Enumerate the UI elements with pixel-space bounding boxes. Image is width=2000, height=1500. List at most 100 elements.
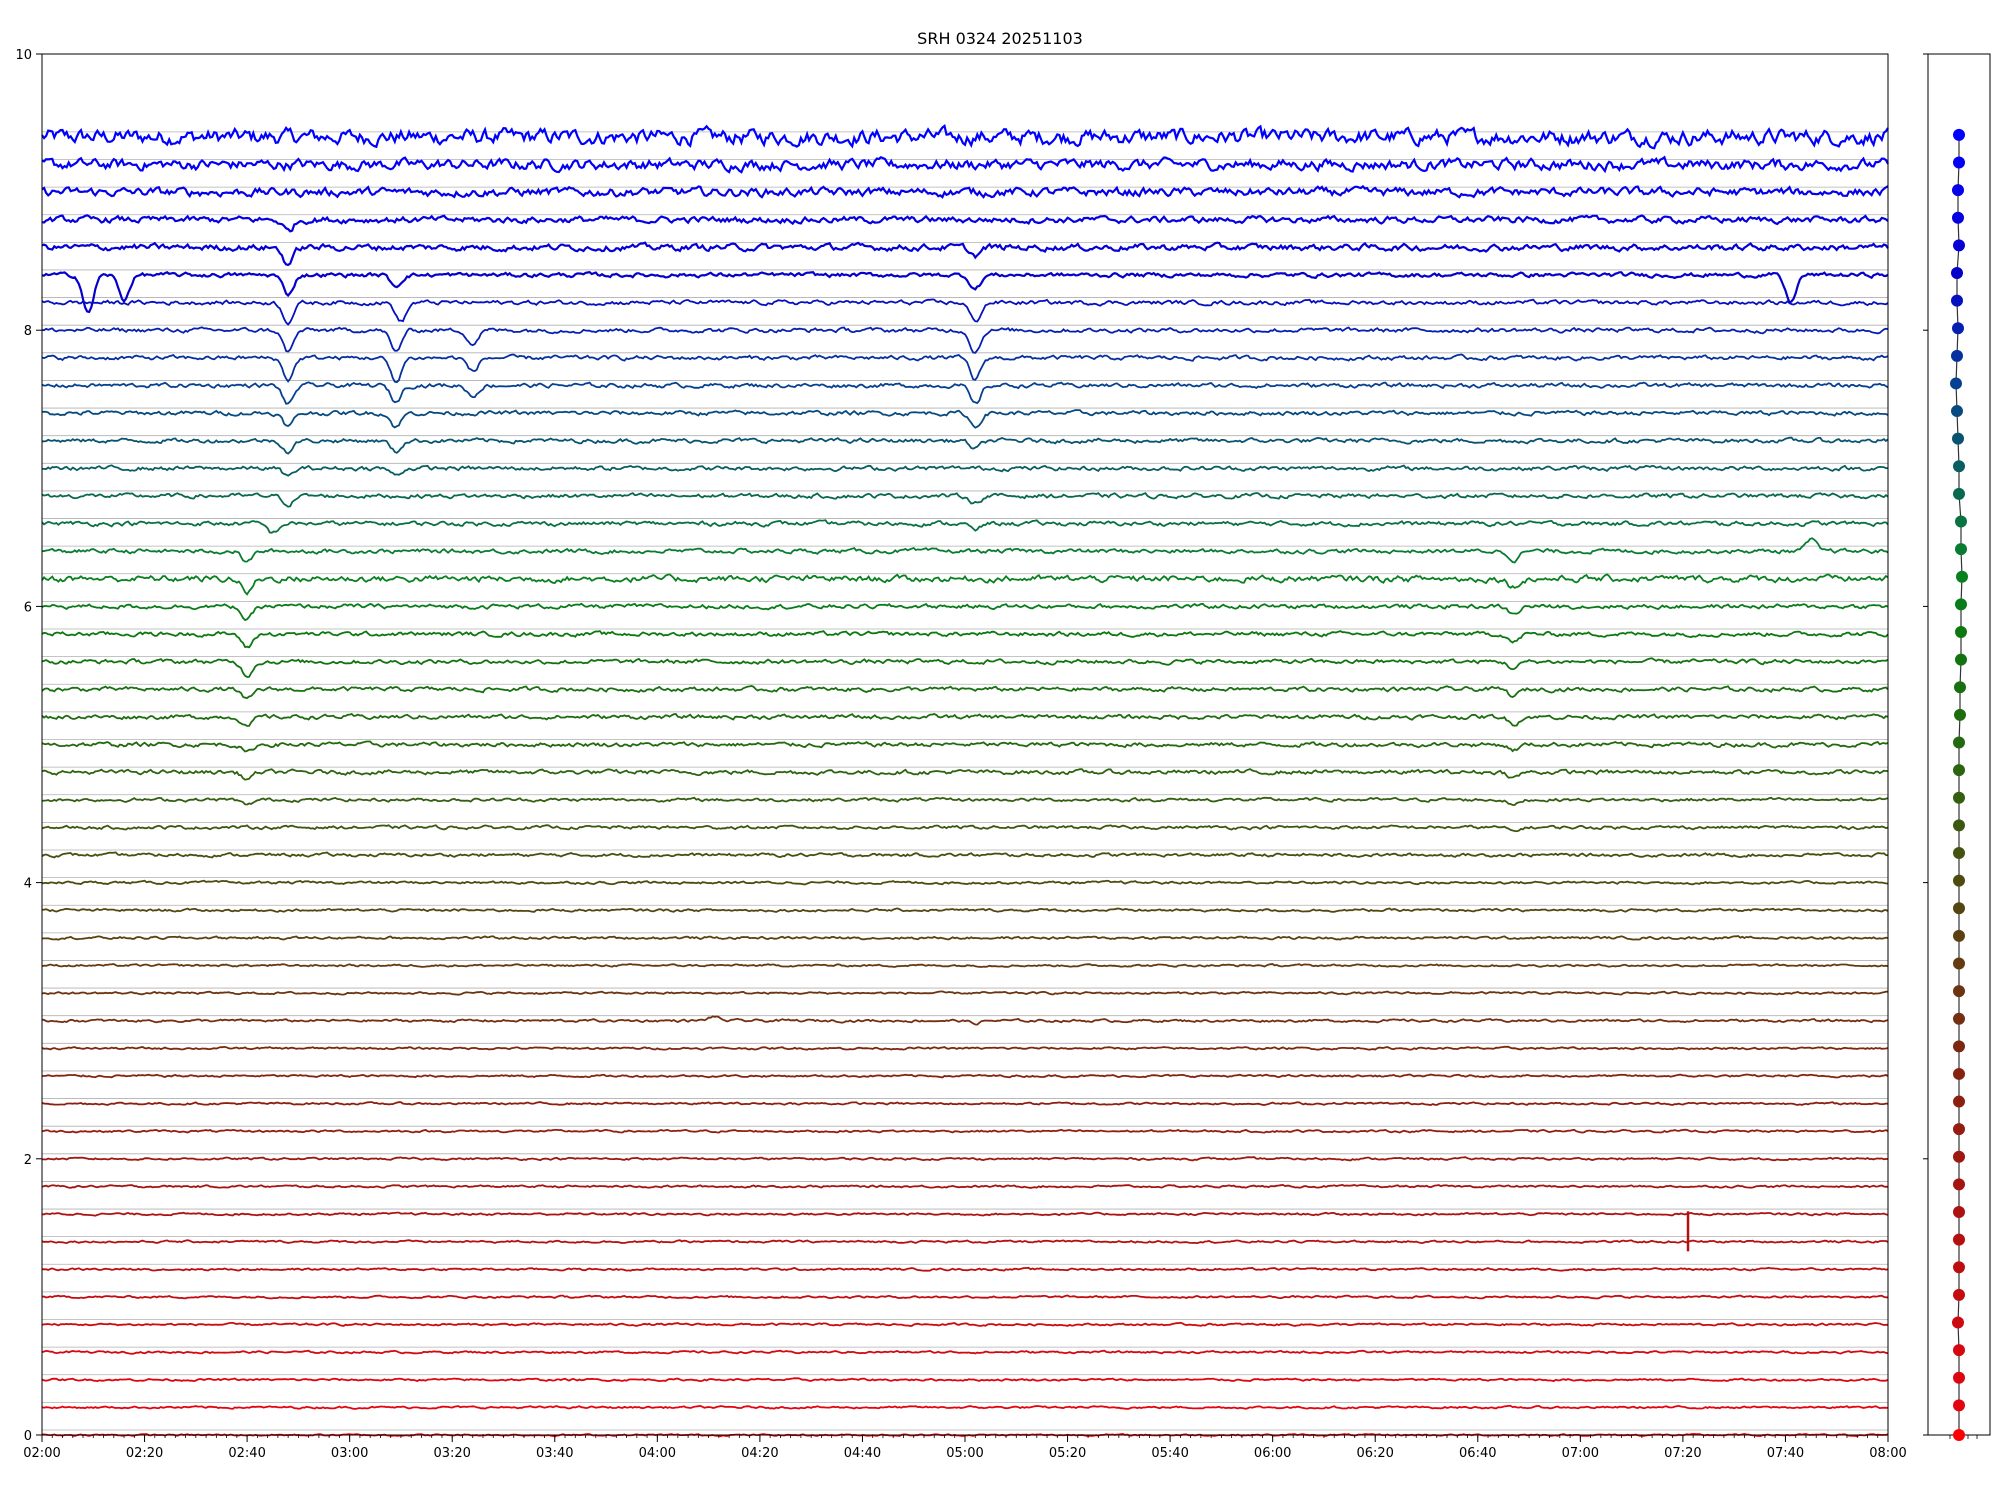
series-line <box>41 1266 1889 1272</box>
side-point <box>1953 1288 1965 1301</box>
side-point <box>1952 322 1964 335</box>
side-plot-area <box>1923 53 1991 1441</box>
side-point <box>1953 128 1965 141</box>
side-point <box>1955 515 1967 528</box>
series-line <box>41 326 1889 354</box>
x-tick-label: 07:20 <box>1664 1446 1701 1461</box>
series-line <box>41 353 1889 384</box>
series-line <box>41 436 1889 455</box>
series-line <box>41 657 1889 678</box>
series-line <box>41 537 1889 564</box>
side-point <box>1953 1344 1965 1357</box>
side-point <box>1953 1040 1965 1053</box>
series-line <box>41 1349 1889 1355</box>
series-line <box>41 271 1889 314</box>
series-line <box>41 935 1889 941</box>
series-line <box>41 1239 1889 1245</box>
x-tick-label: 02:00 <box>23 1446 60 1461</box>
series-line <box>41 712 1889 727</box>
x-tick-label: 04:00 <box>639 1446 676 1461</box>
side-point <box>1952 211 1964 224</box>
x-tick-label: 04:40 <box>844 1446 881 1461</box>
series-line <box>41 381 1889 405</box>
series-line <box>41 602 1889 622</box>
side-point <box>1951 294 1963 307</box>
series-line <box>41 298 1889 326</box>
side-point <box>1953 1206 1965 1219</box>
series-line <box>41 990 1889 996</box>
x-tick-label: 06:00 <box>1254 1446 1291 1461</box>
side-point <box>1953 1371 1965 1384</box>
series-line <box>41 907 1889 913</box>
x-tick-label: 06:40 <box>1459 1446 1496 1461</box>
side-point <box>1951 349 1963 362</box>
side-point <box>1954 681 1966 694</box>
series-line <box>41 1128 1889 1134</box>
side-point <box>1953 736 1965 749</box>
series-line <box>41 740 1889 753</box>
series-line <box>41 519 1889 534</box>
x-tick-label: 07:00 <box>1562 1446 1599 1461</box>
series-line <box>41 1404 1889 1410</box>
series-line <box>41 1377 1889 1383</box>
series-line <box>41 573 1889 596</box>
side-point <box>1953 929 1965 942</box>
x-tick-label: 03:00 <box>331 1446 368 1461</box>
series-line <box>41 123 1889 150</box>
side-point <box>1952 1316 1964 1329</box>
side-point <box>1953 239 1965 252</box>
side-point <box>1953 1178 1965 1191</box>
x-tick-label: 02:40 <box>228 1446 265 1461</box>
series-line <box>41 155 1889 174</box>
side-point <box>1953 819 1965 832</box>
side-point <box>1955 653 1967 666</box>
series-line <box>41 824 1889 833</box>
series-line <box>41 684 1889 699</box>
series-line <box>41 1073 1889 1079</box>
series-line <box>41 1321 1888 1327</box>
series-line <box>41 214 1889 233</box>
side-point <box>1953 764 1965 777</box>
side-point <box>1951 266 1963 279</box>
side-point <box>1953 791 1965 804</box>
series-line <box>41 1015 1889 1026</box>
side-point <box>1953 1399 1965 1412</box>
side-point <box>1953 846 1965 859</box>
side-point <box>1952 432 1964 445</box>
series-line <box>41 963 1889 968</box>
series-line <box>42 1156 1889 1162</box>
side-point <box>1953 1233 1965 1246</box>
y-tick-label: 10 <box>15 48 32 63</box>
x-tick-label: 03:40 <box>536 1446 573 1461</box>
side-point <box>1953 985 1965 998</box>
main-plot-area: 0 2 4 6 8 10 02:00 02:20 02:40 03:00 03:20 03:40 04:… <box>15 48 1906 1461</box>
y-tick-label: 2 <box>24 1153 32 1168</box>
x-tick-label: 06:20 <box>1356 1446 1393 1461</box>
x-tick-label: 04:20 <box>741 1446 778 1461</box>
side-point <box>1955 543 1967 556</box>
x-tick-label: 02:20 <box>126 1446 163 1461</box>
series-line <box>41 1294 1889 1300</box>
side-point <box>1953 874 1965 887</box>
series-line <box>41 1211 1889 1217</box>
side-point <box>1953 1095 1965 1108</box>
series-line <box>41 184 1889 199</box>
side-point <box>1955 598 1967 611</box>
series-line <box>41 1183 1889 1189</box>
chart-title: SRH 0324 20251103 <box>917 29 1083 48</box>
y-tick-label: 4 <box>24 877 32 892</box>
side-point <box>1953 156 1965 169</box>
x-tick-label: 05:20 <box>1049 1446 1086 1461</box>
side-point <box>1954 708 1966 721</box>
series-line <box>41 630 1889 649</box>
side-point <box>1953 487 1965 500</box>
side-point <box>1956 570 1968 583</box>
x-tick-label: 05:40 <box>1151 1446 1188 1461</box>
side-point <box>1953 1429 1965 1441</box>
side-point <box>1953 957 1965 970</box>
side-point <box>1953 1150 1965 1163</box>
series-line <box>41 879 1889 886</box>
x-tick-label: 03:20 <box>433 1446 470 1461</box>
